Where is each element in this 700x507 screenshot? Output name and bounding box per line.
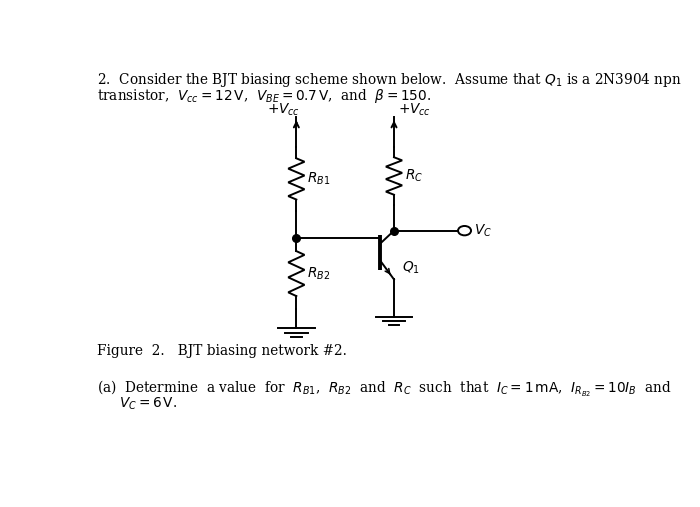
Text: Figure  2.   BJT biasing network #2.: Figure 2. BJT biasing network #2. [97,344,347,358]
Text: $R_{B2}$: $R_{B2}$ [307,265,330,282]
Text: $R_{B1}$: $R_{B1}$ [307,171,330,187]
Text: 2.  Consider the BJT biasing scheme shown below.  Assume that $Q_1$ is a 2N3904 : 2. Consider the BJT biasing scheme shown… [97,70,682,89]
Text: $Q_1$: $Q_1$ [402,260,420,276]
Text: $+V_{cc}$: $+V_{cc}$ [267,102,300,118]
Text: (a)  Determine  a value  for  $R_{B1}$,  $R_{B2}$  and  $R_C$  such  that  $I_C : (a) Determine a value for $R_{B1}$, $R_{… [97,379,672,399]
Text: $R_C$: $R_C$ [405,168,423,184]
Text: $V_C$: $V_C$ [475,223,492,239]
Text: transistor,  $V_{cc} = 12\,\mathrm{V}$,  $V_{BE} = 0.7\,\mathrm{V}$,  and  $\bet: transistor, $V_{cc} = 12\,\mathrm{V}$, $… [97,87,431,105]
Text: $V_C = 6\,\mathrm{V}$.: $V_C = 6\,\mathrm{V}$. [119,395,177,412]
Text: $+V_{cc}$: $+V_{cc}$ [398,102,431,118]
